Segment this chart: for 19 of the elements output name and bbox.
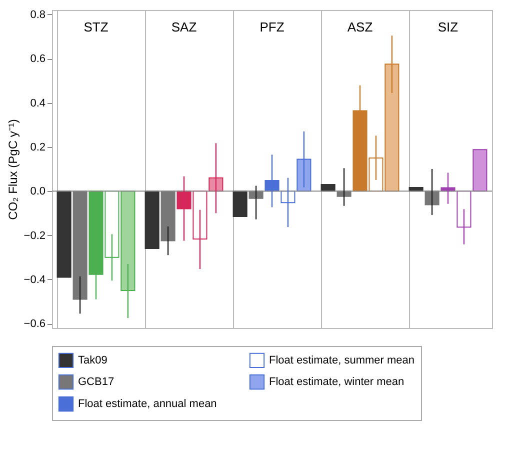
y-tick-label: −0.4 [24,274,46,286]
y-tick-label: 0.0 [30,186,46,198]
y-tick-label: 0.4 [30,97,46,110]
y-tick-label: −0.2 [24,230,46,242]
legend-label: Float estimate, winter mean [269,376,404,388]
y-tick-label: 0.6 [30,53,46,66]
y-tick-label: −0.6 [24,318,46,330]
legend-label: Float estimate, annual mean [78,398,217,410]
legend-label: Float estimate, summer mean [269,354,414,366]
x-tick-label: SIZ [438,20,458,34]
y-tick-label: 0.8 [30,8,46,21]
y-axis-title: CO₂ Flux (PgC y⁻¹) [6,119,20,220]
legend-label: Tak09 [78,354,108,366]
x-tick-label: SAZ [171,20,197,34]
x-tick-label: PFZ [260,20,284,34]
x-tick-label: STZ [84,20,108,34]
legend-label: GCB17 [78,376,114,388]
x-tick-label: ASZ [347,20,373,34]
y-tick-label: 0.2 [30,141,46,154]
